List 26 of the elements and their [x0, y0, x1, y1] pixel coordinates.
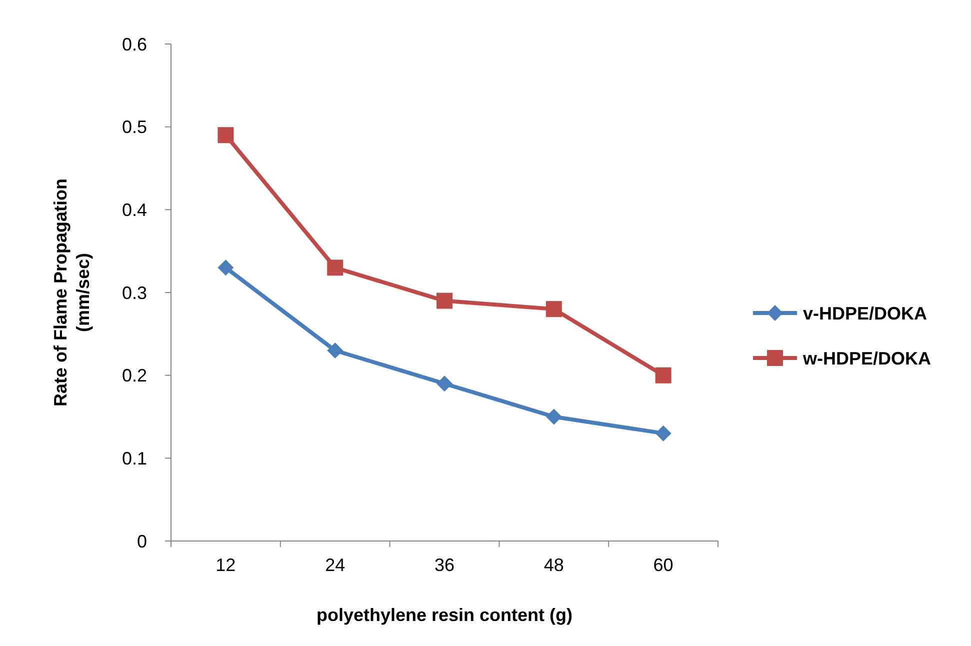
point	[218, 260, 234, 276]
x-tick-label: 12	[216, 555, 236, 575]
y-tick-label: 0.5	[122, 117, 147, 138]
legend-label: w-HDPE/DOKA	[802, 348, 932, 368]
x-tick-label: 60	[653, 555, 674, 575]
point	[655, 367, 672, 384]
point	[546, 408, 562, 425]
point	[436, 292, 452, 309]
point	[655, 425, 672, 442]
point	[218, 127, 234, 144]
x-tick-label: 24	[325, 555, 346, 575]
point	[436, 376, 452, 392]
x-axis-title: polyethylene resin content (g)	[316, 605, 573, 625]
point	[546, 301, 562, 318]
y-tick-label: 0.2	[122, 366, 147, 386]
point	[327, 342, 344, 358]
y-tick-label: 0.3	[122, 282, 147, 303]
x-tick-label: 48	[544, 555, 564, 575]
y-tick-label: 0.6	[122, 34, 147, 54]
x-tick-label: 36	[434, 555, 455, 575]
y-tick-label: 0.4	[122, 200, 147, 220]
y-tick-label: 0	[136, 531, 147, 552]
point	[327, 260, 344, 276]
legend-label: v-HDPE/DOKA	[803, 303, 928, 324]
y-axis-title: Rate of Flame Propagation (mm/sec)	[50, 178, 94, 407]
y-tick-label: 0.1	[122, 448, 147, 468]
